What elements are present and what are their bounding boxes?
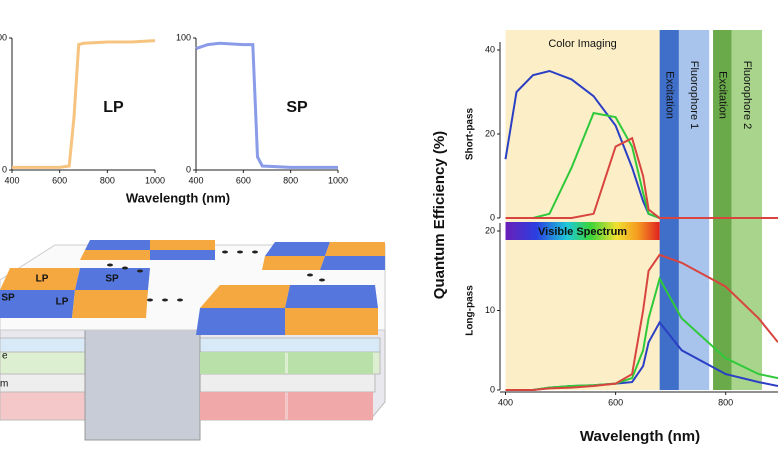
x-tick-label: 1000 [328,175,348,185]
x-tick-label: 600 [52,175,67,185]
y-tick-label: 0 [490,384,495,394]
y-tick-label: 20 [485,225,495,235]
y-tick-label: 100 [0,32,7,42]
visible-spectrum [505,222,660,240]
line [505,253,778,391]
band-label: Excitation [663,71,675,119]
line [195,41,338,169]
tile-label: SP [1,293,15,304]
x-tick-label: 400 [188,175,203,185]
band [659,30,679,390]
panel-label: Short-pass [465,107,476,160]
line [505,136,778,219]
x-tick-label: 400 [4,175,19,185]
band [713,30,732,390]
band-label: Fluorophore 1 [688,61,700,130]
spectrum-label: Visible Spectrum [538,226,627,238]
panel-label: Long-pass [465,285,476,336]
panel-label: LP [103,99,124,116]
tile-label: LP [56,297,69,308]
layer-label: e [2,351,8,362]
band-label: Excitation [716,71,728,119]
panel-label: SP [286,99,308,116]
y-tick-label: 100 [176,32,191,42]
x-tick-label: 1000 [145,175,165,185]
x-tick-label: 400 [498,397,513,407]
band [505,30,660,390]
line [12,39,156,169]
x-tick-label: 800 [718,397,733,407]
x-tick-label: 800 [283,175,298,185]
tile-label: SP [105,274,119,285]
y-tick-label: 0 [490,212,495,222]
layer-label: m [0,379,8,390]
plot-area [504,30,778,391]
tile-label: LP [36,274,49,285]
y-tick-label: 0 [186,164,191,174]
x-tick-label: 600 [608,397,623,407]
x-tick-label: 800 [100,175,115,185]
y-tick-label: 40 [485,44,495,54]
band-label: Color Imaging [548,38,616,50]
y-axis-label: Quantum Efficiency (%) [431,131,448,299]
x-axis-label: Wavelength (nm) [580,428,700,445]
y-tick-label: 20 [485,128,495,138]
pixel-diagram: LP SP LP SP e m [0,240,386,441]
y-tick-label: 0 [2,164,7,174]
x-tick-label: 600 [236,175,251,185]
band [731,30,763,390]
band-label: Fluorophore 2 [741,61,753,130]
y-tick-label: 10 [485,305,495,315]
x-axis-label: Wavelength (nm) [126,190,230,205]
